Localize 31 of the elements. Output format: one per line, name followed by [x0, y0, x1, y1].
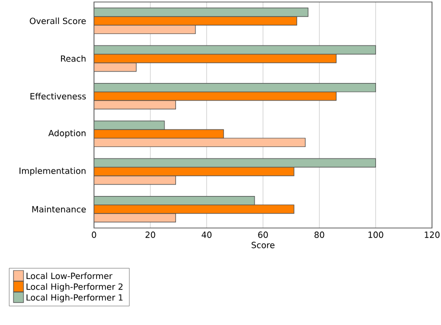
bar [94, 196, 255, 206]
y-tick-label: Maintenance [32, 206, 86, 212]
bar [94, 82, 376, 92]
legend-label: Local Low-Performer [26, 272, 112, 280]
x-tick-label: 100 [368, 232, 384, 238]
x-tick-label: 60 [258, 232, 268, 238]
x-tick-label: 20 [146, 232, 156, 238]
bar [94, 92, 337, 101]
bar [94, 166, 294, 176]
y-tick-label: Effectiveness [30, 92, 86, 100]
bar [94, 158, 376, 168]
y-tick-label: Reach [61, 55, 86, 62]
y-tick-label: Overall Score [30, 18, 86, 24]
bar [94, 54, 337, 64]
legend-label: Local High-Performer 2 [26, 283, 122, 292]
x-tick-label: 0 [92, 232, 96, 238]
bar [94, 204, 294, 214]
bar [94, 16, 298, 26]
bar [94, 138, 306, 148]
x-tick-label: 40 [202, 232, 212, 238]
legend-label: Local High-Performer 1 [26, 294, 123, 302]
bar [94, 176, 176, 185]
bar [94, 45, 376, 55]
x-axis-title: Score [252, 242, 274, 248]
y-tick-label: Adoption [48, 130, 86, 138]
bar [94, 62, 137, 72]
y-tick-label: Implementation [20, 167, 86, 176]
bar [94, 129, 224, 138]
x-tick-label: 80 [314, 232, 324, 238]
bar [94, 24, 196, 34]
x-tick-label: 120 [424, 232, 440, 238]
